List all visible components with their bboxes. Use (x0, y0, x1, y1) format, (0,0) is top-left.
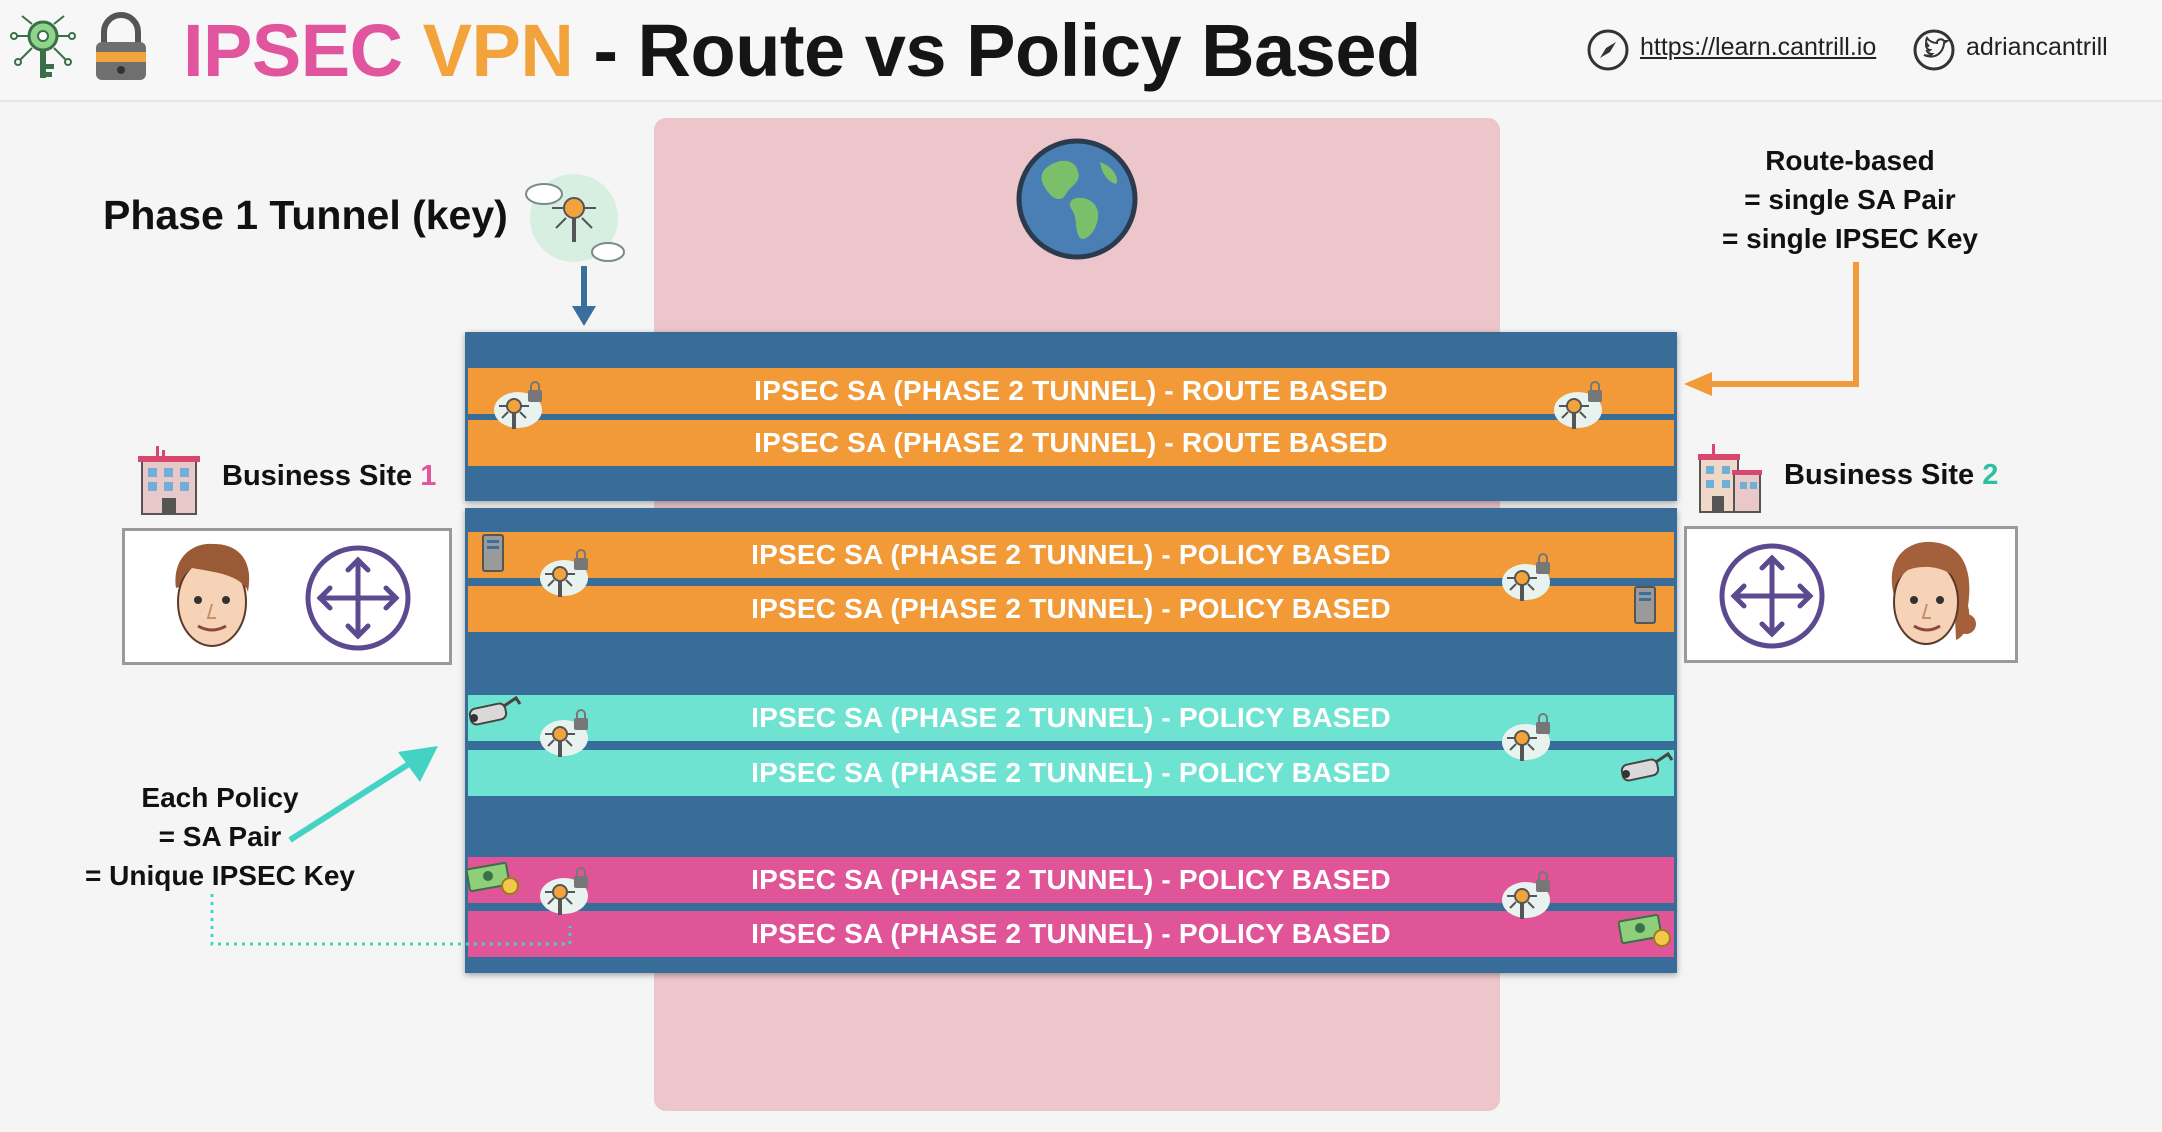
title-rest: - Route vs Policy Based (593, 9, 1421, 92)
route-note-line-3: = single IPSEC Key (1722, 223, 1978, 254)
site2-label-text: Business Site (1784, 459, 1975, 491)
website-link[interactable]: https://learn.cantrill.io (1640, 33, 1877, 61)
phase2-tunnel-policy-4: IPSEC SA (PHASE 2 TUNNEL) - POLICY BASED (468, 750, 1674, 796)
key-network-icon (10, 15, 76, 78)
tunnel-key-icon (1501, 871, 1551, 920)
title-ipsec: IPSEC (183, 9, 403, 92)
building-icon (1698, 444, 1762, 513)
man-avatar-icon (175, 543, 250, 647)
route-note-line-2: = single SA Pair (1744, 184, 1956, 215)
cloud-key-icon (525, 174, 625, 262)
woman-avatar-icon (1891, 541, 1976, 645)
policy-arrow (288, 746, 438, 843)
business-site-1-label: Business Site 1 (222, 460, 436, 493)
phase2-tunnel-policy-3: IPSEC SA (PHASE 2 TUNNEL) - POLICY BASED (468, 695, 1674, 741)
route-note-line-1: Route-based (1765, 145, 1935, 176)
header-bar (0, 0, 2162, 102)
tunnel-key-icon (539, 549, 589, 598)
phase2-tunnel-route-2: IPSEC SA (PHASE 2 TUNNEL) - ROUTE BASED (468, 420, 1674, 466)
phase2-tunnel-route-1: IPSEC SA (PHASE 2 TUNNEL) - ROUTE BASED (468, 368, 1674, 414)
router-icon (305, 545, 411, 651)
twitter-handle: adriancantrill (1966, 33, 2108, 61)
router-icon (1719, 543, 1825, 649)
tunnel-key-icon (539, 709, 589, 758)
camera-icon (468, 695, 522, 726)
policy-note-line-2: = SA Pair (158, 821, 282, 852)
policy-note-line-1: Each Policy (141, 782, 299, 813)
phase1-arrow (572, 266, 596, 326)
camera-icon (1620, 751, 1674, 782)
phase2-tunnel-policy-2: IPSEC SA (PHASE 2 TUNNEL) - POLICY BASED (468, 586, 1674, 632)
policy-note-line-3: = Unique IPSEC Key (85, 860, 355, 891)
business-site-2-label: Business Site 2 (1784, 459, 1998, 492)
money-icon (1618, 914, 1671, 947)
tunnel-key-icon (1501, 713, 1551, 762)
tunnel-key-icon (1553, 381, 1603, 430)
page-title: IPSEC VPN - Route vs Policy Based (183, 6, 1421, 96)
route-based-arrow (1684, 262, 1859, 396)
phase2-tunnel-policy-6: IPSEC SA (PHASE 2 TUNNEL) - POLICY BASED (468, 911, 1674, 957)
server-icon (482, 534, 504, 572)
server-icon (1634, 586, 1656, 624)
twitter-icon (1913, 29, 1955, 71)
phase2-tunnel-policy-1: IPSEC SA (PHASE 2 TUNNEL) - POLICY BASED (468, 532, 1674, 578)
title-vpn: VPN (422, 9, 574, 92)
tunnel-key-icon (1501, 553, 1551, 602)
tunnel-key-icon (493, 381, 543, 430)
phase2-tunnel-policy-5: IPSEC SA (PHASE 2 TUNNEL) - POLICY BASED (468, 857, 1674, 903)
compass-icon (1587, 29, 1629, 71)
business-site-1-box (122, 528, 452, 665)
site1-label-text: Business Site (222, 460, 413, 492)
padlock-icon (96, 12, 146, 80)
policy-based-note: Each Policy = SA Pair = Unique IPSEC Key (60, 778, 380, 895)
site1-label-number: 1 (420, 460, 437, 492)
money-icon (466, 862, 519, 895)
policy-dotted-link (210, 894, 572, 946)
route-based-note: Route-based = single SA Pair = single IP… (1700, 141, 2000, 258)
site2-label-number: 2 (1982, 459, 1999, 491)
phase1-tunnel-label: Phase 1 Tunnel (key) (103, 192, 508, 238)
building-icon (138, 446, 200, 515)
globe-icon (1016, 138, 1138, 260)
route-tunnel-group (465, 332, 1677, 501)
